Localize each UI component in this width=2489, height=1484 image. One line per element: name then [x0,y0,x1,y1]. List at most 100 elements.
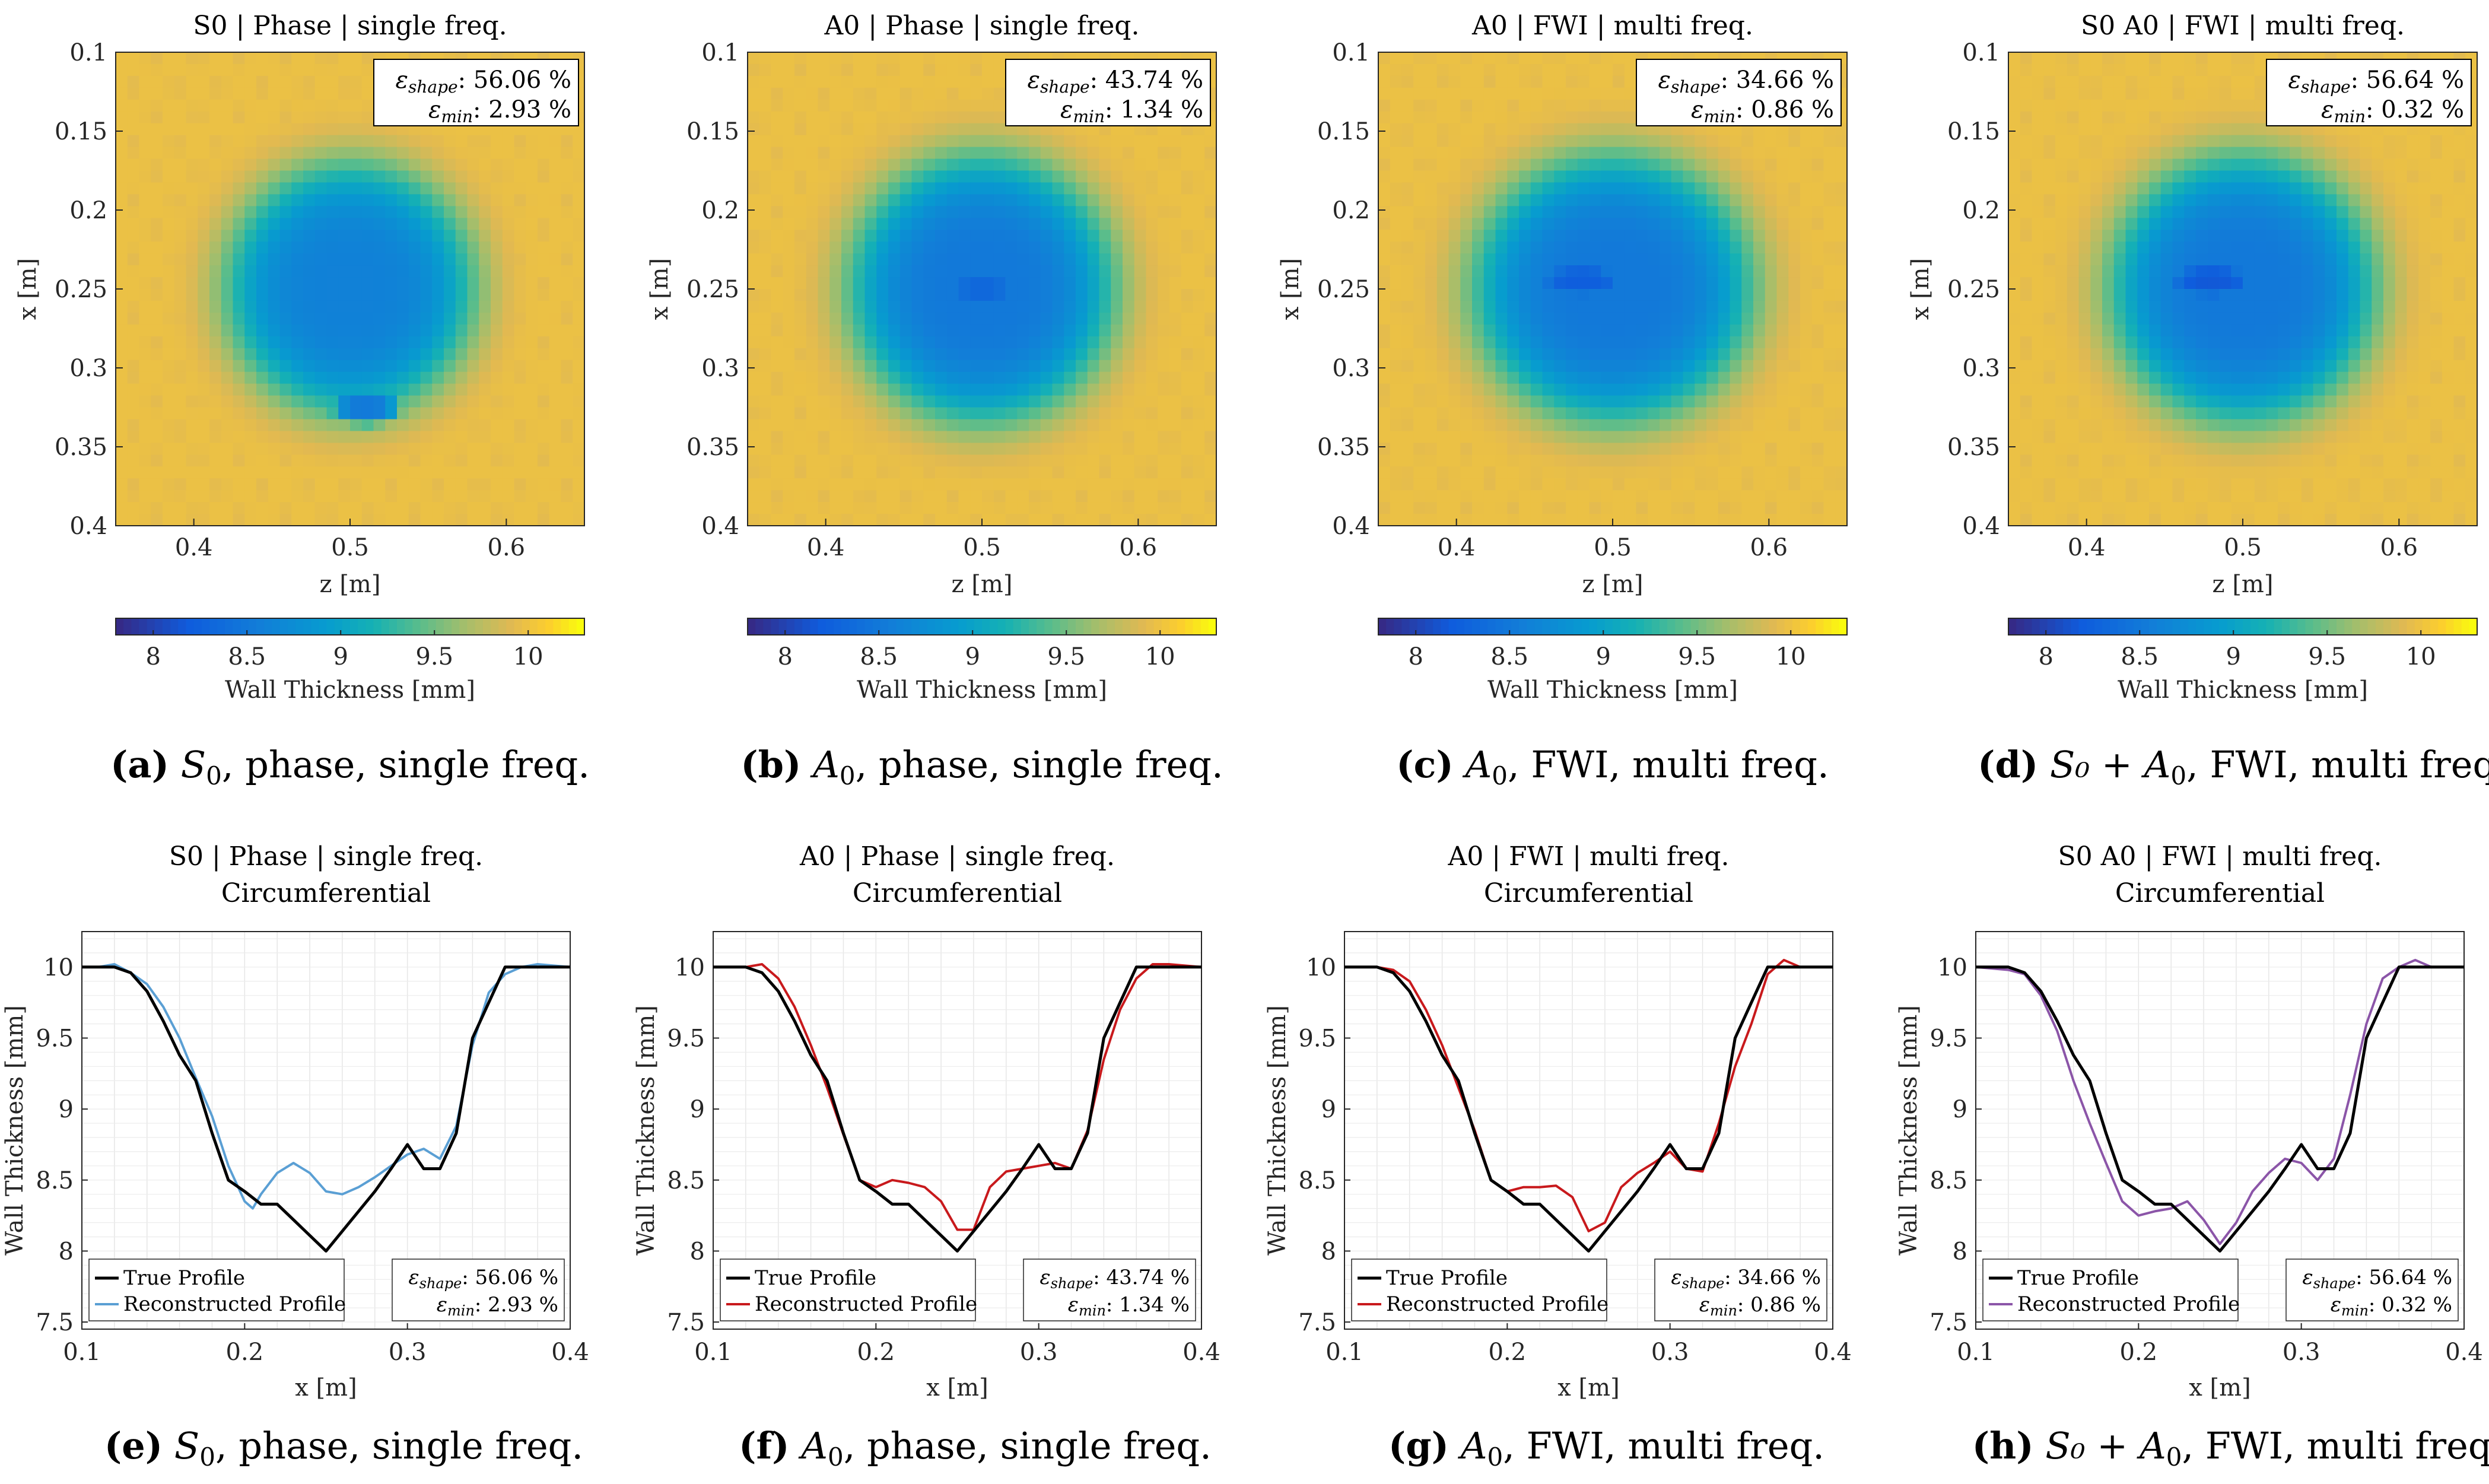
heatmap-cell [420,407,433,420]
heatmap-cell [279,466,292,479]
heatmap-cell [432,194,444,206]
heatmap-cell [1718,407,1731,420]
heatmap-cell [561,147,573,160]
heatmap-cell [1158,478,1170,491]
heatmap-cell [771,455,783,467]
heatmap-cell [1460,324,1473,337]
heatmap-cell [549,395,562,408]
heatmap-cell [970,324,983,337]
heatmap-cell [1613,455,1625,467]
heatmap-cell [1671,490,1684,503]
heatmap-cell [479,324,491,337]
heatmap-cell [151,324,163,337]
heatmap-cell [174,230,187,242]
heatmap-cell [151,241,163,254]
heatmap-cell [420,478,433,491]
heatmap-cell [1204,478,1217,491]
heatmap-cell [1495,123,1508,136]
heatmap-cell [1158,312,1170,325]
heatmap-cell [174,194,187,206]
heatmap-cell [982,241,994,254]
heatmap-cell [491,502,503,514]
heatmap-cell [444,466,456,479]
heatmap-cell [970,466,983,479]
caption-space [169,743,181,786]
colorbar-segment [857,618,866,635]
heatmap-cell [864,431,877,443]
heatmap-cell [174,253,187,266]
heatmap-cell [420,194,433,206]
heatmap-cell [1052,277,1064,290]
heatmap-cell [1425,300,1438,313]
heatmap-cell [783,99,795,112]
heatmap-cell [946,241,959,254]
heatmap-cell [1683,336,1695,349]
heatmap-cell [432,147,444,160]
caption-letter: (a) [110,743,169,786]
heatmap-cell [1624,230,1637,242]
heatmap-cell [1029,371,1041,384]
heatmap-cell [783,478,795,491]
heatmap-cell [1472,170,1485,183]
heatmap-cell [549,265,562,278]
heatmap-cell [233,300,245,313]
heatmap-cell [982,371,994,384]
heatmap-cell [1554,99,1566,112]
heatmap-cell [864,135,877,148]
heatmap-cell [491,324,503,337]
heatmap-cell [502,431,515,443]
heatmap-cell [291,277,304,290]
heatmap-cell [268,312,281,325]
heatmap-cell [1040,371,1053,384]
heatmap-cell [1542,230,1555,242]
heatmap-cell [1193,360,1205,373]
heatmap-cell [1076,182,1088,195]
heatmap-cell [361,206,374,218]
heatmap-cell [291,431,304,443]
heatmap-cell [970,431,983,443]
heatmap-cell [256,478,269,491]
colorbar-segment [209,618,218,635]
heatmap-cell [794,135,807,148]
heatmap-cell [841,431,854,443]
heatmap-cell [993,87,1006,100]
heatmap-cell [361,383,374,396]
heatmap-cell [1029,194,1041,206]
heatmap-cell [946,182,959,195]
heatmap-cell [479,371,491,384]
heatmap-cell [1436,348,1449,361]
heatmap-cell [233,289,245,301]
heatmap-cell [163,99,175,112]
colorbar-segment [911,618,920,635]
heatmap-cell [806,158,819,171]
heatmap-cell [479,443,491,455]
colorbar-segment [154,618,163,635]
heatmap-cell [818,230,830,242]
heatmap-cell [1401,52,1414,65]
heatmap-cell [1099,455,1111,467]
heatmap-cell [1542,52,1555,65]
heatmap-cell [244,324,257,337]
heatmap-cell [1648,218,1660,230]
heatmap-cell [268,147,281,160]
heatmap-cell [1052,300,1064,313]
heatmap-cell [479,455,491,467]
heatmap-cell [1087,360,1100,373]
heatmap-cell [268,218,281,230]
heatmap-cell [1683,218,1695,230]
heatmap-cell [794,182,807,195]
heatmap-cell [1169,371,1182,384]
heatmap-cell [198,490,210,503]
heatmap-cell [244,348,257,361]
heatmap-cell [1811,241,1824,254]
heatmap-cell [538,371,550,384]
heatmap-cell [303,395,316,408]
heatmap-cell [303,419,316,431]
heatmap-cell [1648,324,1660,337]
heatmap-cell [1204,277,1217,290]
heatmap-cell [1146,289,1158,301]
heatmap-cell [1683,312,1695,325]
heatmap-cell [1111,182,1123,195]
colorbar-segment [248,618,257,635]
heatmap-cell [139,99,151,112]
